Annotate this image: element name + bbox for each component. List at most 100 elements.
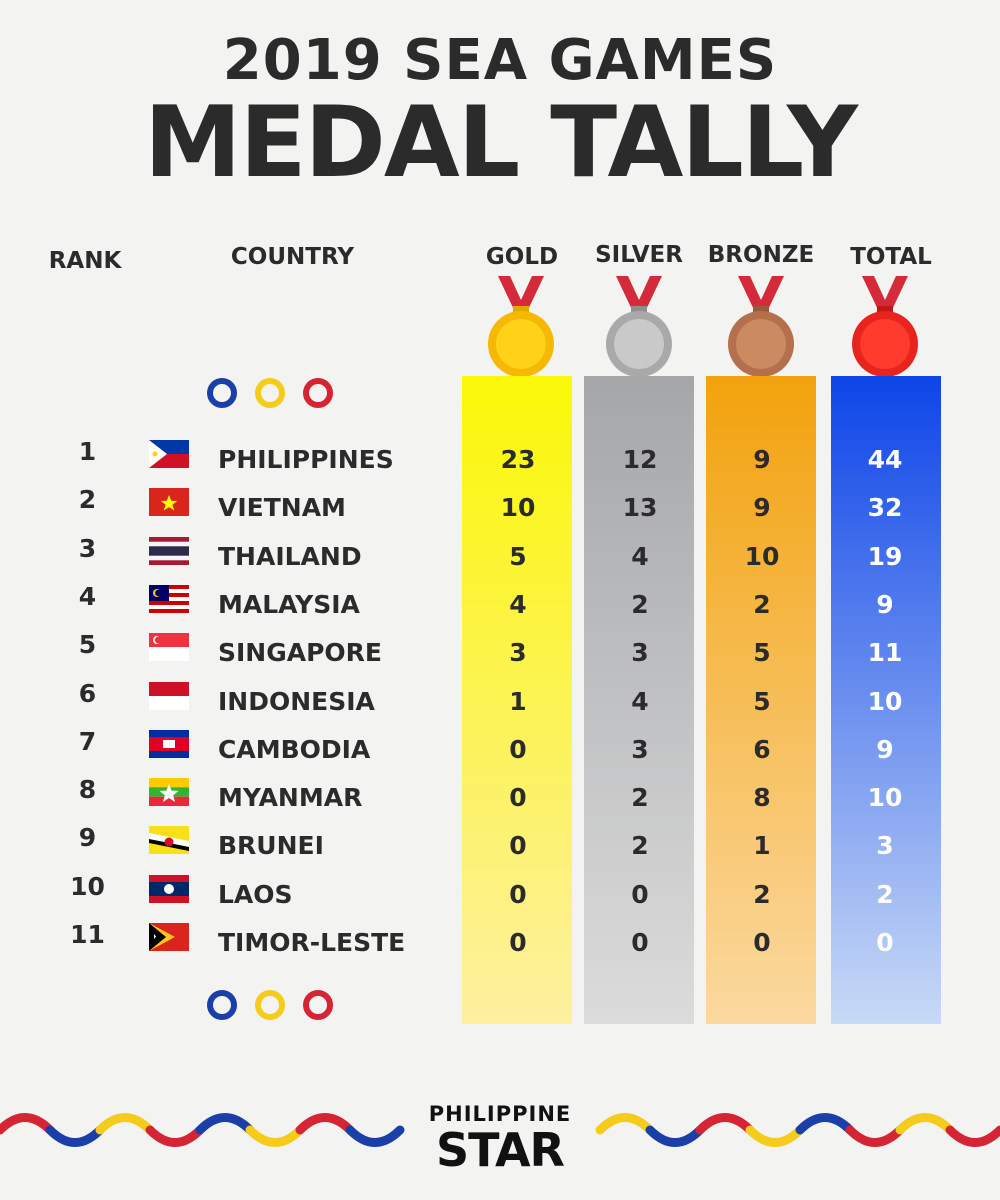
gold-column (462, 376, 572, 1024)
rank-cell: 11 (70, 920, 105, 949)
bronze-count-cell: 9 (753, 445, 771, 474)
silver-count-cell: 2 (631, 831, 649, 861)
rank-cell: 3 (78, 533, 97, 563)
bronze-count-cell: 0 (753, 928, 771, 957)
rank-cell: 2 (78, 485, 97, 515)
silver-medal-icon (606, 276, 672, 377)
header-silver: SILVER (595, 242, 683, 268)
country-cell: THAILAND (218, 541, 362, 571)
table-row: 2 VIETNAM 10 13 9 32 (0, 484, 1000, 532)
title-line-1: 2019 SEA GAMES (222, 28, 778, 93)
table-row: 1 PHILIPPINES 23 12 9 44 (0, 436, 1000, 484)
gold-count-cell: 0 (509, 831, 527, 861)
rank-cell: 1 (78, 437, 97, 466)
header-gold: GOLD (485, 244, 559, 270)
wave-pattern (0, 1113, 1000, 1147)
bronze-count-cell: 5 (753, 686, 771, 716)
flag-icon (149, 681, 189, 710)
flag-icon (149, 488, 189, 517)
silver-count-cell: 2 (631, 783, 649, 813)
gold-count-cell: 0 (509, 734, 527, 764)
country-cell: VIETNAM (218, 493, 346, 523)
total-count-cell: 32 (867, 493, 903, 523)
rank-cell: 5 (78, 630, 97, 660)
table-row: 11 TIMOR-LESTE 0 0 0 0 (0, 919, 1000, 967)
header-rank: RANK (48, 248, 122, 274)
total-count-cell: 3 (876, 831, 894, 861)
gold-medal-icon (488, 276, 554, 377)
bronze-column (706, 376, 816, 1024)
rank-cell: 9 (78, 823, 97, 853)
gold-count-cell: 0 (509, 928, 527, 957)
blue-ring-icon (207, 990, 237, 1020)
total-count-cell: 10 (867, 686, 903, 716)
bronze-medal-icon (728, 276, 794, 377)
bronze-count-cell: 6 (753, 734, 771, 764)
total-count-cell: 2 (876, 879, 894, 909)
table-row: 8 MYANMAR 0 2 8 10 (0, 774, 1000, 822)
title-line-2: MEDAL TALLY (144, 86, 858, 200)
header-bronze: BRONZE (707, 242, 815, 268)
flag-icon (149, 923, 189, 951)
red-ring-icon (303, 990, 333, 1020)
red-ring-icon (303, 378, 333, 408)
bronze-count-cell: 1 (753, 831, 771, 861)
table-row: 6 INDONESIA 1 4 5 10 (0, 678, 1000, 726)
table-row: 3 THAILAND 5 4 10 19 (0, 533, 1000, 581)
header-total: TOTAL (850, 244, 932, 270)
country-cell: BRUNEI (218, 831, 324, 861)
brand-line-1: PHILIPPINE (428, 1102, 572, 1126)
country-cell: PHILIPPINES (218, 445, 394, 474)
flag-icon (149, 729, 189, 758)
gold-count-cell: 23 (500, 445, 536, 474)
country-cell: LAOS (218, 879, 293, 909)
rank-cell: 7 (78, 726, 97, 756)
silver-column (584, 376, 694, 1024)
flag-icon (149, 874, 189, 903)
country-cell: SINGAPORE (218, 638, 383, 668)
table-row: 7 CAMBODIA 0 3 6 9 (0, 726, 1000, 774)
yellow-ring-icon (255, 378, 285, 408)
table-row: 10 LAOS 0 0 2 2 (0, 871, 1000, 919)
total-count-cell: 0 (876, 928, 894, 957)
rank-cell: 6 (78, 678, 97, 708)
brand-line-2: STAR (436, 1123, 565, 1177)
total-count-cell: 44 (867, 445, 903, 474)
silver-count-cell: 3 (631, 638, 649, 668)
table-row: 4 MALAYSIA 4 2 2 9 (0, 581, 1000, 629)
gold-count-cell: 3 (509, 638, 527, 668)
gold-count-cell: 10 (500, 493, 536, 523)
flag-icon (149, 826, 189, 855)
gold-count-cell: 1 (509, 686, 527, 716)
rank-cell: 4 (78, 581, 97, 611)
header-country: COUNTRY (230, 244, 355, 270)
flag-icon (149, 584, 189, 613)
silver-count-cell: 13 (622, 493, 658, 523)
rank-cell: 8 (78, 775, 97, 805)
bronze-count-cell: 10 (744, 541, 780, 571)
bronze-count-cell: 2 (753, 589, 771, 619)
yellow-ring-icon (255, 990, 285, 1020)
gold-count-cell: 5 (509, 541, 527, 571)
total-count-cell: 11 (867, 638, 903, 668)
total-column (831, 376, 941, 1024)
total-count-cell: 19 (867, 541, 903, 571)
country-cell: TIMOR-LESTE (218, 928, 406, 957)
country-cell: INDONESIA (218, 686, 375, 716)
country-cell: MYANMAR (218, 783, 363, 813)
gold-count-cell: 0 (509, 783, 527, 813)
gold-count-cell: 4 (509, 589, 527, 619)
bronze-count-cell: 8 (753, 783, 771, 813)
silver-count-cell: 3 (631, 734, 649, 764)
table-row: 5 SINGAPORE 3 3 5 11 (0, 629, 1000, 677)
silver-count-cell: 0 (631, 879, 649, 909)
blue-ring-icon (207, 378, 237, 408)
flag-icon (149, 778, 189, 807)
flag-icon (149, 440, 189, 468)
bronze-count-cell: 5 (753, 638, 771, 668)
total-count-cell: 9 (876, 589, 894, 619)
table-row: 9 BRUNEI 0 2 1 3 (0, 822, 1000, 870)
flag-icon (149, 633, 189, 662)
flag-icon (149, 536, 189, 565)
country-cell: CAMBODIA (218, 734, 371, 764)
